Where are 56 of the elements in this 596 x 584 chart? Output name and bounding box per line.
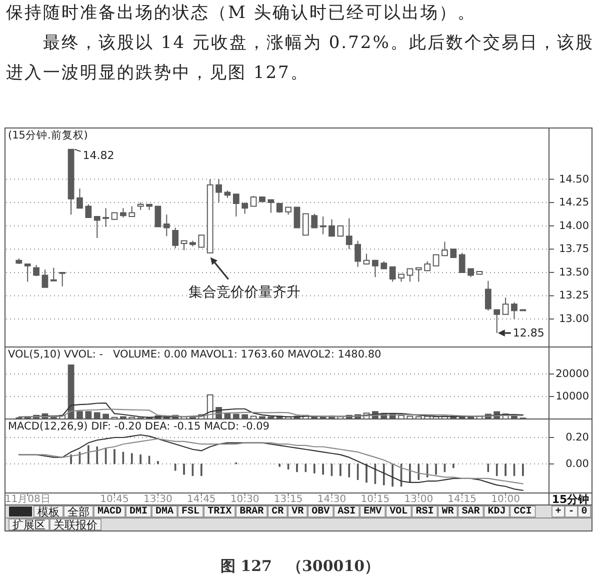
annotation: 14.82 xyxy=(82,148,114,162)
text: SAR xyxy=(462,506,480,518)
y-tick-label: 13.50 xyxy=(558,266,589,278)
annotation: 12.85 xyxy=(512,326,544,340)
x-tick-label: 10:00 xyxy=(491,494,520,505)
text: 模板 xyxy=(38,506,60,518)
text: 扩展区 xyxy=(12,518,46,532)
y-tick-label: 13.75 xyxy=(558,243,589,256)
y-tick-label: 0.20 xyxy=(566,432,589,444)
text: KDJ xyxy=(488,506,506,518)
y-tick-label: 13.00 xyxy=(558,313,589,326)
x-tick-label: 13:00 xyxy=(404,494,434,505)
text: 关联报价 xyxy=(54,518,98,532)
text: CR xyxy=(272,506,284,518)
text: OBV xyxy=(312,506,330,518)
text: TRIX xyxy=(208,506,232,518)
text: 最终，该股以 14 元收盘，涨幅为 0.72%。此后数个交易日，该股进入一波明显的跌势中，见图 127。 xyxy=(6,32,594,85)
y-tick-label: 10000 xyxy=(556,390,589,402)
x-tick-label: 10:45 xyxy=(100,494,129,505)
y-tick-label: 14.25 xyxy=(558,196,589,209)
text: EMV xyxy=(364,506,382,518)
text: 0 xyxy=(581,506,588,518)
text: VR xyxy=(292,506,304,518)
x-tick-label: 10:15 xyxy=(360,494,390,505)
x-tick-label: 11月08日 xyxy=(4,494,50,505)
chart-title: (15分钟.前复权) xyxy=(8,130,88,142)
x-tick-label: 13:15 xyxy=(274,494,303,505)
text: WR xyxy=(442,506,454,518)
x-tick-label: 10:30 xyxy=(230,494,260,505)
text: DMA xyxy=(156,506,174,518)
y-tick-label: 13.25 xyxy=(558,290,589,302)
text: RSI xyxy=(416,506,434,518)
x-tick-label: 14:30 xyxy=(317,494,346,505)
chart-title: MACD(12,26,9) DIF: -0.20 DEA: -0.15 MACD: -0.09 xyxy=(8,420,270,432)
text: MACD xyxy=(98,506,122,518)
text: FSL xyxy=(182,506,200,518)
text: 全部 xyxy=(68,506,90,518)
annotation: 集合竞价价量齐升 xyxy=(188,284,300,300)
text: BRAR xyxy=(240,506,264,518)
text: - xyxy=(568,506,574,518)
x-tick-label: 13:30 xyxy=(144,494,172,505)
text: DMI xyxy=(130,506,148,518)
text: 图 127 （300010） xyxy=(220,557,380,575)
text: 保持随时准备出场的状态（M 头确认时已经可以出场）。 xyxy=(6,2,477,25)
y-tick-label: 20000 xyxy=(556,368,589,380)
y-tick-label: 14.00 xyxy=(558,220,589,232)
x-tick-label: 14:45 xyxy=(186,494,216,505)
text: CCI xyxy=(514,506,532,518)
text: VOL xyxy=(390,506,408,518)
y-tick-label: 0.00 xyxy=(566,458,589,470)
text: + xyxy=(555,506,562,518)
x-tick-label: 14:15 xyxy=(448,494,477,505)
text: ASI xyxy=(338,506,356,518)
y-tick-label: 14.50 xyxy=(558,173,589,186)
text: 15分钟 xyxy=(552,493,590,506)
chart-title: VOL(5,10) VVOL: - VOLUME: 0.00 MAVOL1: 1763.60 MAVOL2: 1480.80 xyxy=(8,348,382,360)
